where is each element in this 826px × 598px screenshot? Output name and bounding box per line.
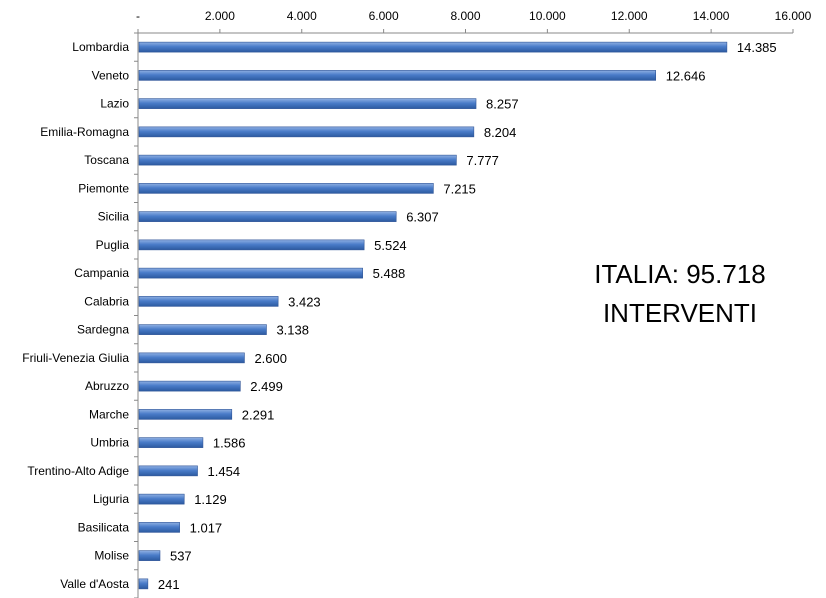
bar [138, 352, 245, 364]
value-label: 1.129 [194, 492, 227, 507]
value-label: 7.215 [443, 181, 476, 196]
value-label: 14.385 [737, 40, 777, 55]
value-label: 3.138 [276, 323, 309, 338]
category-label: Umbria [90, 436, 129, 450]
bar [138, 211, 397, 222]
bar [138, 550, 161, 561]
value-label: 8.257 [486, 97, 519, 112]
category-label: Sicilia [98, 210, 130, 224]
category-label: Liguria [93, 492, 129, 506]
value-label: 2.499 [250, 379, 283, 394]
category-label: Molise [94, 549, 129, 563]
category-label: Puglia [96, 238, 130, 252]
bar [138, 267, 363, 279]
category-label: Friuli-Venezia Giulia [22, 351, 129, 365]
bar [138, 239, 365, 251]
bar [138, 493, 185, 505]
bar [138, 296, 279, 307]
x-tick-label: 8.000 [450, 9, 480, 23]
value-label: 3.423 [288, 294, 321, 309]
bar [138, 324, 267, 335]
x-tick-label: 4.000 [287, 9, 317, 23]
x-tick-label: 10.000 [529, 9, 566, 23]
bar [138, 578, 149, 590]
value-label: 12.646 [666, 68, 706, 83]
category-label: Piemonte [78, 181, 129, 195]
value-label: 1.454 [208, 464, 241, 479]
value-label: 241 [158, 577, 180, 592]
category-label: Calabria [84, 294, 129, 308]
x-tick-label: 14.000 [693, 9, 730, 23]
category-label: Sardegna [77, 323, 129, 337]
bar [138, 154, 457, 166]
category-label: Lazio [100, 97, 129, 111]
value-label: 537 [170, 549, 192, 564]
y-axis [134, 32, 139, 598]
value-labels: 14.385 12.646 8.257 8.204 7.777 7.215 6.307 5.5… [158, 40, 777, 592]
category-label: Campania [74, 266, 129, 280]
value-label: 5.524 [374, 238, 407, 253]
x-tick-label: 16.000 [775, 9, 812, 23]
annotation-line-1: ITALIA: 95.718 [594, 259, 766, 289]
category-label: Lombardia [72, 40, 129, 54]
bar [138, 126, 475, 138]
value-label: 6.307 [406, 210, 439, 225]
value-label: 7.777 [466, 153, 499, 168]
bar [138, 183, 434, 194]
bar [138, 409, 233, 420]
x-tick-label: 6.000 [369, 9, 399, 23]
bar [138, 70, 656, 81]
x-tick-label: 2.000 [205, 9, 235, 23]
category-label: Veneto [92, 68, 130, 82]
value-label: 1.017 [190, 520, 223, 535]
x-tick-label: 12.000 [611, 9, 648, 23]
category-label: Basilicata [78, 520, 130, 534]
category-label: Emilia-Romagna [40, 125, 129, 139]
category-label: Toscana [84, 153, 129, 167]
bars [138, 41, 728, 590]
bar [138, 41, 728, 53]
bar [138, 437, 204, 448]
category-label: Abruzzo [85, 379, 129, 393]
category-label: Valle d'Aosta [60, 577, 129, 591]
category-label: Trentino-Alto Adige [27, 464, 129, 478]
bar [138, 98, 477, 109]
annotation-line-2: INTERVENTI [603, 298, 757, 328]
value-label: 1.586 [213, 436, 246, 451]
value-label: 2.291 [242, 407, 275, 422]
value-label: 2.600 [254, 351, 287, 366]
x-tick-label: - [136, 9, 140, 23]
bar [138, 465, 198, 477]
bar [138, 380, 241, 392]
x-axis: - 2.000 4.000 6.000 8.000 10.000 12.000 14.000 1… [136, 9, 812, 34]
category-label: Marche [89, 407, 129, 421]
category-labels: Lombardia Veneto Lazio Emilia-Romagna Toscan… [22, 40, 129, 591]
value-label: 8.204 [484, 125, 517, 140]
value-label: 5.488 [373, 266, 406, 281]
bar [138, 522, 180, 533]
